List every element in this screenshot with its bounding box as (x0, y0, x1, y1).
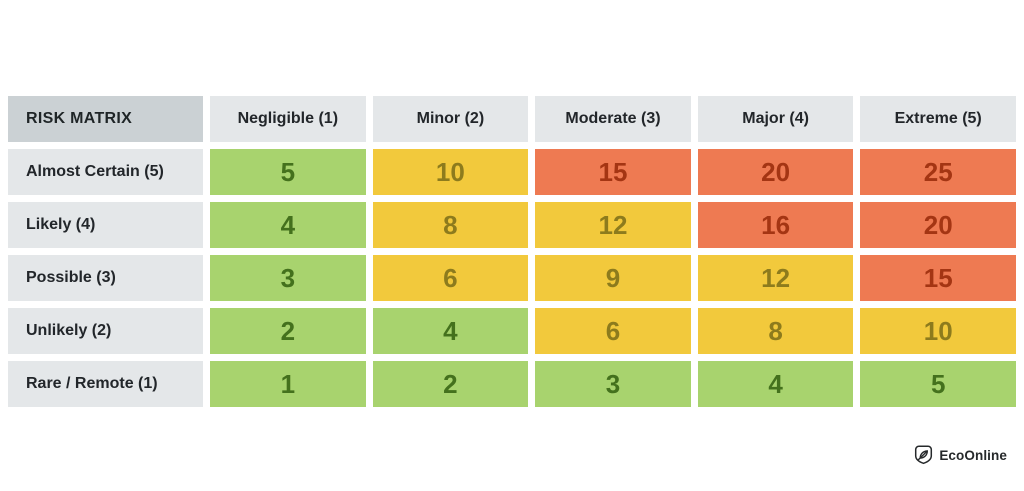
matrix-cell: 2 (372, 361, 529, 407)
matrix-cell: 10 (372, 149, 529, 195)
risk-matrix-table: RISK MATRIX Negligible (1) Minor (2) Mod… (8, 96, 1016, 407)
matrix-cell: 9 (535, 255, 691, 301)
matrix-cell: 4 (372, 308, 529, 354)
matrix-cell: 15 (860, 255, 1016, 301)
logo-wordmark: EcoOnline (939, 447, 1007, 463)
ecoonline-logo: EcoOnline (914, 445, 1007, 465)
row-label-possible: Possible (3) (8, 255, 203, 301)
column-header-extreme: Extreme (5) (860, 96, 1016, 142)
matrix-cell: 20 (697, 149, 854, 195)
matrix-cell: 12 (535, 202, 691, 248)
matrix-cell: 25 (860, 149, 1016, 195)
matrix-cell: 8 (372, 202, 529, 248)
shield-leaf-icon (914, 445, 933, 465)
matrix-cell: 5 (210, 149, 366, 195)
column-header-minor: Minor (2) (372, 96, 529, 142)
column-header-major: Major (4) (697, 96, 854, 142)
matrix-cell: 6 (372, 255, 529, 301)
matrix-cell: 10 (860, 308, 1016, 354)
column-header-negligible: Negligible (1) (210, 96, 366, 142)
matrix-cell: 4 (210, 202, 366, 248)
matrix-cell: 3 (535, 361, 691, 407)
matrix-cell: 16 (697, 202, 854, 248)
matrix-cell: 20 (860, 202, 1016, 248)
matrix-cell: 8 (697, 308, 854, 354)
matrix-corner-title: RISK MATRIX (8, 96, 203, 142)
matrix-cell: 15 (535, 149, 691, 195)
matrix-cell: 3 (210, 255, 366, 301)
matrix-cell: 5 (860, 361, 1016, 407)
matrix-cell: 2 (210, 308, 366, 354)
row-label-unlikely: Unlikely (2) (8, 308, 203, 354)
matrix-cell: 1 (210, 361, 366, 407)
column-header-moderate: Moderate (3) (535, 96, 691, 142)
matrix-cell: 6 (535, 308, 691, 354)
row-label-almost-certain: Almost Certain (5) (8, 149, 203, 195)
row-label-rare-remote: Rare / Remote (1) (8, 361, 203, 407)
matrix-cell: 4 (697, 361, 854, 407)
row-label-likely: Likely (4) (8, 202, 203, 248)
matrix-cell: 12 (697, 255, 854, 301)
